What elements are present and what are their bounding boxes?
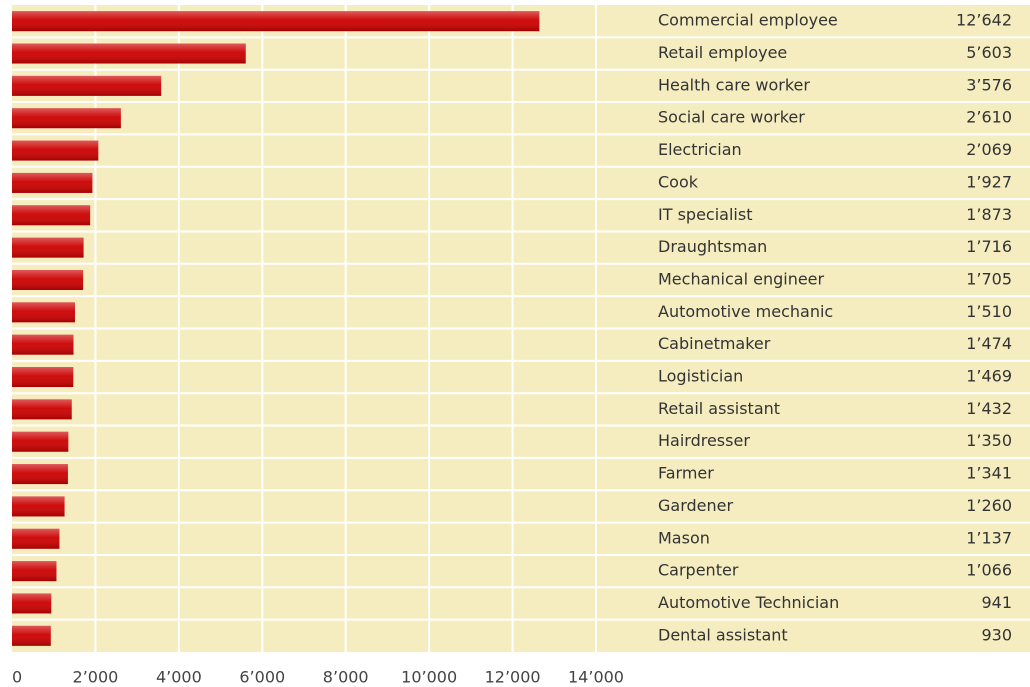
bar-shine (12, 205, 91, 226)
value-label: 3’576 (966, 75, 1012, 94)
bar-shine (12, 464, 68, 485)
bar-shine (12, 237, 84, 258)
value-label: 1’350 (966, 431, 1012, 450)
value-label: 930 (981, 625, 1012, 644)
bar-shine (12, 334, 74, 355)
bar-shine (12, 399, 72, 420)
bar-shine (12, 431, 69, 452)
category-label: Gardener (658, 496, 733, 515)
category-label: Electrician (658, 140, 742, 159)
value-label: 1’066 (966, 561, 1012, 580)
value-label: 1’474 (966, 334, 1012, 353)
x-tick-label: 0 (12, 668, 22, 687)
category-label: Draughtsman (658, 237, 767, 256)
bar-shine (12, 140, 99, 161)
bar-shine (12, 43, 246, 64)
bar-shine (12, 269, 84, 290)
value-label: 1’705 (966, 269, 1012, 288)
value-label: 1’137 (966, 528, 1012, 547)
category-label: Logistician (658, 367, 743, 386)
bar-shine (12, 172, 93, 193)
x-tick-label: 8’000 (323, 668, 369, 687)
value-label: 1’510 (966, 302, 1012, 321)
category-label: Health care worker (658, 75, 810, 94)
category-label: Hairdresser (658, 431, 750, 450)
value-label: 2’069 (966, 140, 1012, 159)
value-label: 1’260 (966, 496, 1012, 515)
category-label: Retail employee (658, 43, 787, 62)
x-tick-label: 12’000 (485, 668, 541, 687)
value-label: 5’603 (966, 43, 1012, 62)
x-tick-label: 6’000 (239, 668, 285, 687)
bar-shine (12, 367, 74, 388)
bar-shine (12, 108, 121, 129)
category-label: Automotive mechanic (658, 302, 833, 321)
bar-shine (12, 528, 60, 549)
category-label: Cabinetmaker (658, 334, 771, 353)
category-label: IT specialist (658, 205, 752, 224)
bar-shine (12, 625, 51, 646)
category-label: Commercial employee (658, 11, 838, 30)
bar-shine (12, 593, 52, 614)
value-label: 12’642 (956, 11, 1012, 30)
category-label: Dental assistant (658, 625, 788, 644)
value-label: 1’716 (966, 237, 1012, 256)
value-label: 1’927 (966, 172, 1012, 191)
category-label: Mason (658, 528, 710, 547)
value-label: 1’432 (966, 399, 1012, 418)
bar-shine (12, 496, 65, 517)
bar-shine (12, 302, 75, 323)
x-tick-label: 2’000 (73, 668, 119, 687)
value-label: 1’469 (966, 367, 1012, 386)
category-label: Automotive Technician (658, 593, 839, 612)
category-label: Social care worker (658, 108, 805, 127)
category-label: Carpenter (658, 561, 739, 580)
bar-shine (12, 561, 57, 582)
category-label: Mechanical engineer (658, 269, 825, 288)
category-label: Farmer (658, 464, 714, 483)
value-label: 1’873 (966, 205, 1012, 224)
x-tick-label: 4’000 (156, 668, 202, 687)
value-label: 941 (981, 593, 1012, 612)
category-label: Retail assistant (658, 399, 780, 418)
category-label: Cook (658, 172, 699, 191)
x-tick-label: 10’000 (401, 668, 457, 687)
bar-shine (12, 11, 540, 32)
x-tick-label: 14’000 (568, 668, 624, 687)
value-label: 1’341 (966, 464, 1012, 483)
value-label: 2’610 (966, 108, 1012, 127)
bar-shine (12, 75, 162, 96)
